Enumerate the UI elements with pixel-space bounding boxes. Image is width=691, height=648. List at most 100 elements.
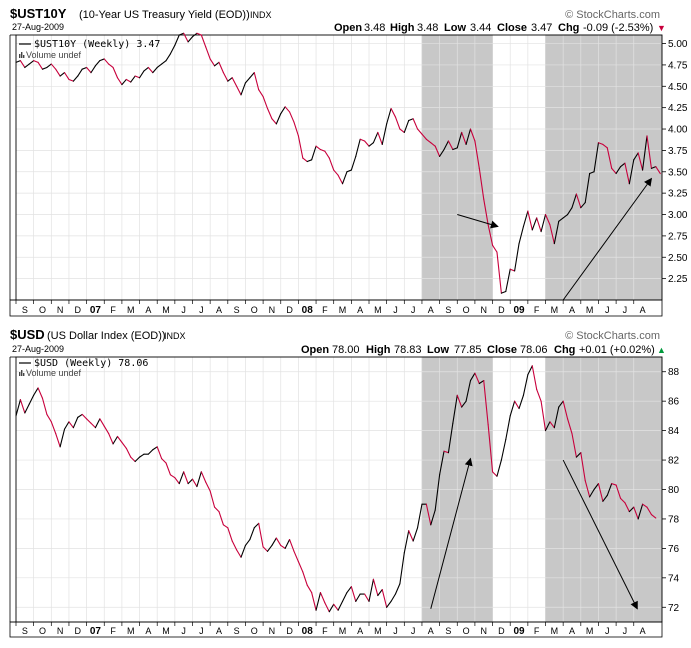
series-segment xyxy=(386,600,392,608)
series-segment xyxy=(174,477,180,485)
series-segment xyxy=(443,140,449,151)
series-segment xyxy=(72,416,79,429)
symbol-title: $USD xyxy=(10,327,45,342)
y-tick-label: 72 xyxy=(668,603,680,614)
series-segment xyxy=(593,483,600,491)
series-segment xyxy=(293,121,299,137)
series-segment xyxy=(514,400,520,410)
series-segment xyxy=(540,213,547,233)
series-segment xyxy=(558,217,564,222)
series-segment xyxy=(589,488,595,498)
series-segment xyxy=(24,403,30,414)
series-segment xyxy=(19,60,26,69)
series-segment xyxy=(262,95,269,110)
x-year-label: 08 xyxy=(302,626,314,637)
x-tick-label: S xyxy=(234,626,240,636)
series-segment xyxy=(90,422,96,429)
series-segment xyxy=(94,60,101,67)
series-segment xyxy=(544,421,551,432)
series-segment xyxy=(297,135,304,159)
series-segment xyxy=(412,118,419,130)
legend-label: $USD (Weekly) 78.06 xyxy=(34,358,148,369)
series-segment xyxy=(597,142,604,145)
y-tick-label: 2.50 xyxy=(668,253,688,264)
series-segment xyxy=(483,198,489,226)
symbol-name: (10-Year US Treasury Yield (EOD)) xyxy=(79,9,250,21)
series-segment xyxy=(575,193,582,209)
series-segment xyxy=(386,107,392,125)
series-segment xyxy=(249,527,255,541)
series-segment xyxy=(302,571,308,586)
chg-down-icon: ▼ xyxy=(657,23,666,33)
series-segment xyxy=(633,152,639,161)
x-tick-label: A xyxy=(357,626,363,636)
series-segment xyxy=(222,524,229,529)
series-segment xyxy=(602,494,608,502)
x-tick-label: M xyxy=(162,305,170,315)
x-tick-label: A xyxy=(640,305,646,315)
series-segment xyxy=(125,447,132,458)
series-segment xyxy=(178,32,185,36)
chg-up-icon: ▲ xyxy=(657,345,666,355)
series-segment xyxy=(562,400,569,420)
panel-usd-header: $USD (US Dollar Index (EOD)) INDX © Stoc… xyxy=(10,327,666,356)
series-segment xyxy=(509,268,516,272)
series-segment xyxy=(103,58,110,65)
y-tick-label: 2.25 xyxy=(668,274,688,285)
series-segment xyxy=(536,217,542,233)
series-segment xyxy=(416,503,423,529)
series-segment xyxy=(461,131,467,145)
x-tick-label: A xyxy=(640,626,646,636)
series-segment xyxy=(37,61,44,70)
series-segment xyxy=(77,68,83,77)
series-segment xyxy=(156,63,163,69)
plot-frame xyxy=(15,34,663,301)
series-segment xyxy=(439,450,445,476)
series-segment xyxy=(165,462,171,476)
x-tick-label: A xyxy=(145,626,151,636)
panel-ust10y-plot: 5.00 4.75 4.50 4.25 4.00 3.75 3.50 3.25 3.00 2.75… xyxy=(9,32,688,317)
series-segment xyxy=(63,72,70,81)
volume-icon xyxy=(19,52,25,58)
series-segment xyxy=(368,578,374,602)
series-segment xyxy=(637,152,644,171)
x-tick-label: D xyxy=(286,626,293,636)
series-segment xyxy=(456,394,463,408)
series-segment xyxy=(443,450,449,454)
y-tick-label: 4.75 xyxy=(668,60,688,71)
x-tick-label: O xyxy=(39,626,46,636)
series-segment xyxy=(527,210,533,231)
y-tick-label: 74 xyxy=(668,573,680,584)
series-segment xyxy=(55,433,61,448)
series-segment xyxy=(606,483,613,496)
x-tick-label: M xyxy=(127,305,135,315)
series-segment xyxy=(381,589,388,608)
series-segment xyxy=(262,546,269,552)
series-segment xyxy=(602,143,608,149)
series-segment xyxy=(637,503,644,520)
series-segment xyxy=(567,418,573,435)
series-segment xyxy=(355,593,361,602)
series-segment xyxy=(478,380,485,385)
series-segment xyxy=(359,138,366,142)
series-segment xyxy=(394,583,401,595)
series-segment xyxy=(253,72,260,91)
x-tick-label: S xyxy=(445,626,451,636)
series-segment xyxy=(311,592,317,611)
x-tick-label: M xyxy=(586,305,594,315)
series-segment xyxy=(514,243,520,272)
series-segment xyxy=(606,147,613,169)
series-segment xyxy=(421,133,427,140)
x-year-label: 09 xyxy=(513,305,525,316)
series-segment xyxy=(134,456,141,463)
x-tick-label: O xyxy=(251,626,258,636)
y-tick-label: 78 xyxy=(668,514,680,525)
y-tick-label: 82 xyxy=(668,456,680,467)
series-segment xyxy=(244,77,251,84)
series-segment xyxy=(575,452,582,458)
series-segment xyxy=(271,118,277,125)
x-tick-label: S xyxy=(22,626,28,636)
series-segment xyxy=(350,155,357,171)
series-segment xyxy=(306,584,313,594)
series-segment xyxy=(183,32,189,43)
